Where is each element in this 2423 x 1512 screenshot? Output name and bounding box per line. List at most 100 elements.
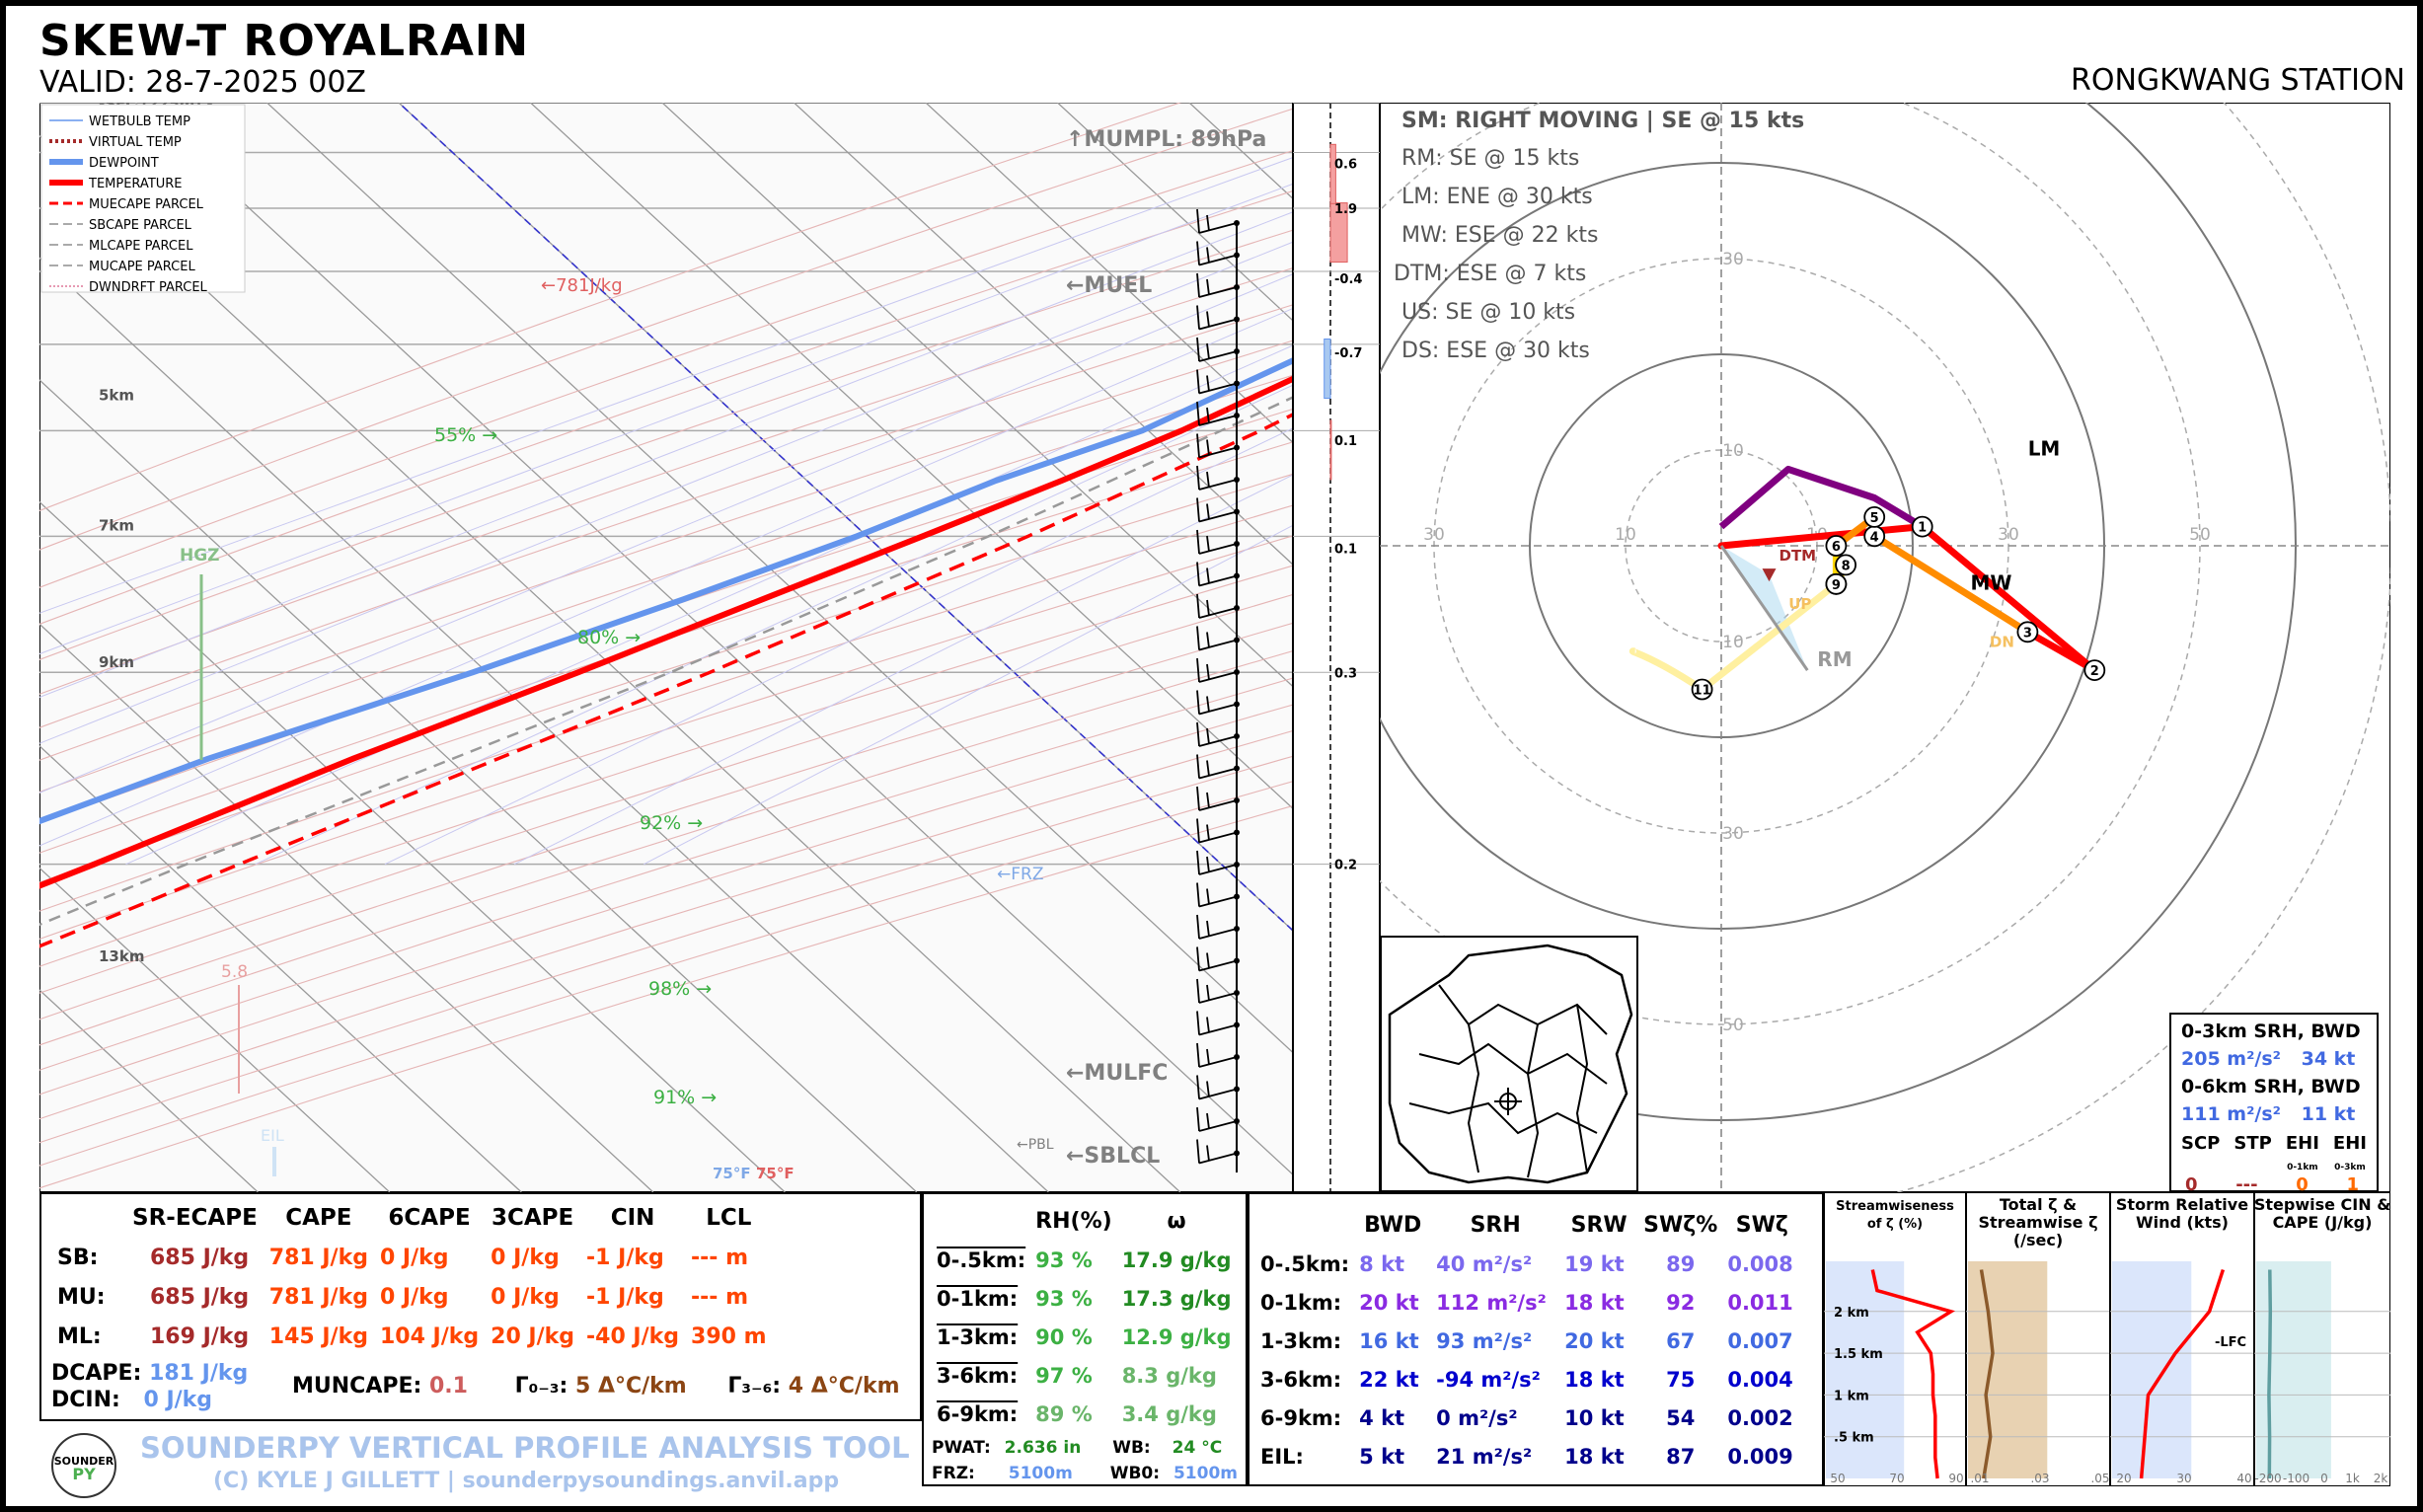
moist-adiabat-line [39, 157, 1293, 614]
thermo-table: SR-ECAPE CAPE 6CAPE 3CAPE CIN LCL SB: 68… [51, 1198, 773, 1356]
dry-adiabat-line [39, 593, 1293, 994]
dry-adiabat-line [39, 504, 1293, 912]
mini-profile-line [1979, 1269, 1995, 1479]
legend-entry: TEMPERATURE [88, 177, 183, 191]
table-row: ML: 169 J/kg 145 J/kg 104 J/kg 20 J/kg -… [51, 1317, 773, 1356]
wb0-value: 5100m [1173, 1464, 1238, 1483]
cell: 0 J/kg [491, 1245, 560, 1270]
mini-x-tick: .01 [1970, 1472, 1989, 1485]
row-label: 0-1km: [937, 1286, 1019, 1311]
mini-y-tick: 1.5 km [1834, 1347, 1883, 1362]
cell: 145 J/kg [268, 1323, 368, 1349]
km-marker-label: 4 [1870, 530, 1879, 545]
cell: 0.008 [1727, 1251, 1793, 1276]
thermo-panel: SR-ECAPE CAPE 6CAPE 3CAPE CIN LCL SB: 68… [39, 1192, 922, 1421]
legend-box [40, 104, 246, 293]
frz-label: FRZ: [932, 1464, 975, 1483]
rm-vector [1719, 545, 1809, 671]
ring-label: 30 [1722, 824, 1744, 844]
table-row: 3-6km: 97 % 8.3 g/kg [932, 1356, 1237, 1395]
wb-value: 24 °C [1172, 1438, 1223, 1458]
cell: 54 [1666, 1405, 1696, 1430]
wind-barb [1196, 1139, 1238, 1165]
dry-adiabat-line [39, 229, 1293, 660]
cell: 97 % [1035, 1363, 1093, 1388]
wind-barb [1196, 721, 1238, 747]
moist-adiabat-line [39, 241, 1293, 744]
row-label: 6-9km: [1260, 1405, 1342, 1430]
mini-panel-title: Stepwise CIN & [2254, 1195, 2390, 1214]
mini-panel-title: Streamwise ζ [1978, 1213, 2097, 1232]
row-label: 3-6km: [937, 1363, 1019, 1388]
chart-annotation: ←781J/kg [541, 275, 623, 296]
mini-x-tick: 50 [1830, 1472, 1845, 1485]
ehi-sub: 0-1km [2287, 1163, 2318, 1172]
pwat-value: 2.636 in [1004, 1438, 1082, 1458]
sm-line: MW: ESE @ 22 kts [1401, 223, 1599, 248]
moist-adiabat-line [513, 474, 1293, 866]
dcape-label: DCAPE: [51, 1361, 142, 1386]
cell: 781 J/kg [268, 1245, 368, 1270]
omega-label: 0.3 [1334, 666, 1357, 681]
cell: --- m [691, 1245, 749, 1270]
cell: 12.9 g/kg [1121, 1324, 1232, 1349]
row-label: 3-6km: [1260, 1367, 1342, 1392]
hodograph-segment [2023, 628, 2098, 674]
col-header: 6CAPE [388, 1205, 471, 1231]
chart-annotation: 98% → [648, 978, 712, 1000]
mini-x-tick: 0 [2320, 1472, 2328, 1485]
legend-entry: DEWPOINT [89, 156, 159, 171]
height-tick-label: 7km [99, 516, 134, 534]
col-header: CAPE [285, 1205, 352, 1231]
mini-x-tick: 1k [2345, 1472, 2360, 1485]
table-row: 6-9km: 4 kt 0 m²/s² 10 kt 54 0.002 [1255, 1399, 1801, 1437]
sm-line: RM: SE @ 15 kts [1401, 146, 1580, 171]
col-header: SRH [1470, 1213, 1521, 1238]
chart-annotation: HGZ [180, 546, 220, 566]
moisture-panel: RH(%) ω 0-.5km: 93 % 17.9 g/kg 0-1km: 93… [922, 1192, 1248, 1486]
cell: 685 J/kg [150, 1245, 250, 1270]
sm-line: LM: ENE @ 30 kts [1401, 185, 1593, 209]
vector-label: DN [1990, 634, 2014, 651]
cell: 0 J/kg [491, 1284, 560, 1310]
valid-time: VALID: 28-7-2025 00Z [39, 65, 366, 100]
table-row: MU: 685 J/kg 781 J/kg 0 J/kg 0 J/kg -1 J… [51, 1277, 773, 1317]
moist-adiabat-line [39, 211, 1293, 698]
mini-panel-title: Wind (kts) [2136, 1213, 2229, 1232]
muncape-value: 0.1 [428, 1374, 468, 1399]
row-label: ML: [57, 1323, 102, 1349]
row-label: 0-.5km: [937, 1247, 1026, 1272]
km-marker-label: 9 [1832, 578, 1841, 593]
dry-adiabat-line [39, 267, 1293, 695]
table-row: 0-.5km: 93 % 17.9 g/kg [932, 1241, 1237, 1279]
dry-adiabat-line [39, 704, 1293, 1096]
chart-annotation: EIL [261, 1126, 284, 1145]
kinematic-panel: BWD SRH SRW SWζ% SWζ 0-.5km: 8 kt 40 m²/… [1248, 1192, 1824, 1486]
credit-link[interactable]: (C) KYLE J GILLETT | sounderpysoundings.… [213, 1469, 840, 1493]
dry-adiabat-line [39, 189, 1293, 625]
logo-py: PY [72, 1465, 96, 1483]
wind-barb [1196, 337, 1238, 362]
chart-annotation: 80% → [577, 627, 641, 648]
stp-value: --- [2235, 1174, 2258, 1195]
lfc-annotation: -LFC [2215, 1335, 2246, 1350]
moist-adiabat-line [384, 427, 1293, 866]
chart-annotation: 5.8 [221, 962, 248, 982]
freezing-isotherm-line [398, 103, 1293, 932]
gamma36-label: Γ₃₋₆: [727, 1374, 782, 1399]
mlcape-parcel-line [39, 396, 1293, 927]
ring-label: 50 [2189, 525, 2211, 545]
cell: --- m [691, 1284, 749, 1310]
km-marker-label: 3 [2023, 626, 2032, 641]
mini-x-tick: 30 [2176, 1472, 2191, 1485]
cell: 17.9 g/kg [1121, 1247, 1232, 1272]
moist-adiabat-line [39, 273, 1293, 794]
row-label: EIL: [1260, 1444, 1304, 1469]
wind-barb [1196, 369, 1238, 395]
dry-adiabat-line [39, 729, 1293, 1120]
hodograph-segment [1718, 465, 1925, 530]
height-tick-label: 9km [99, 653, 134, 671]
dry-adiabat-line [39, 565, 1293, 967]
omega-label: -0.4 [1334, 272, 1362, 287]
cell: 21 m²/s² [1436, 1444, 1533, 1469]
